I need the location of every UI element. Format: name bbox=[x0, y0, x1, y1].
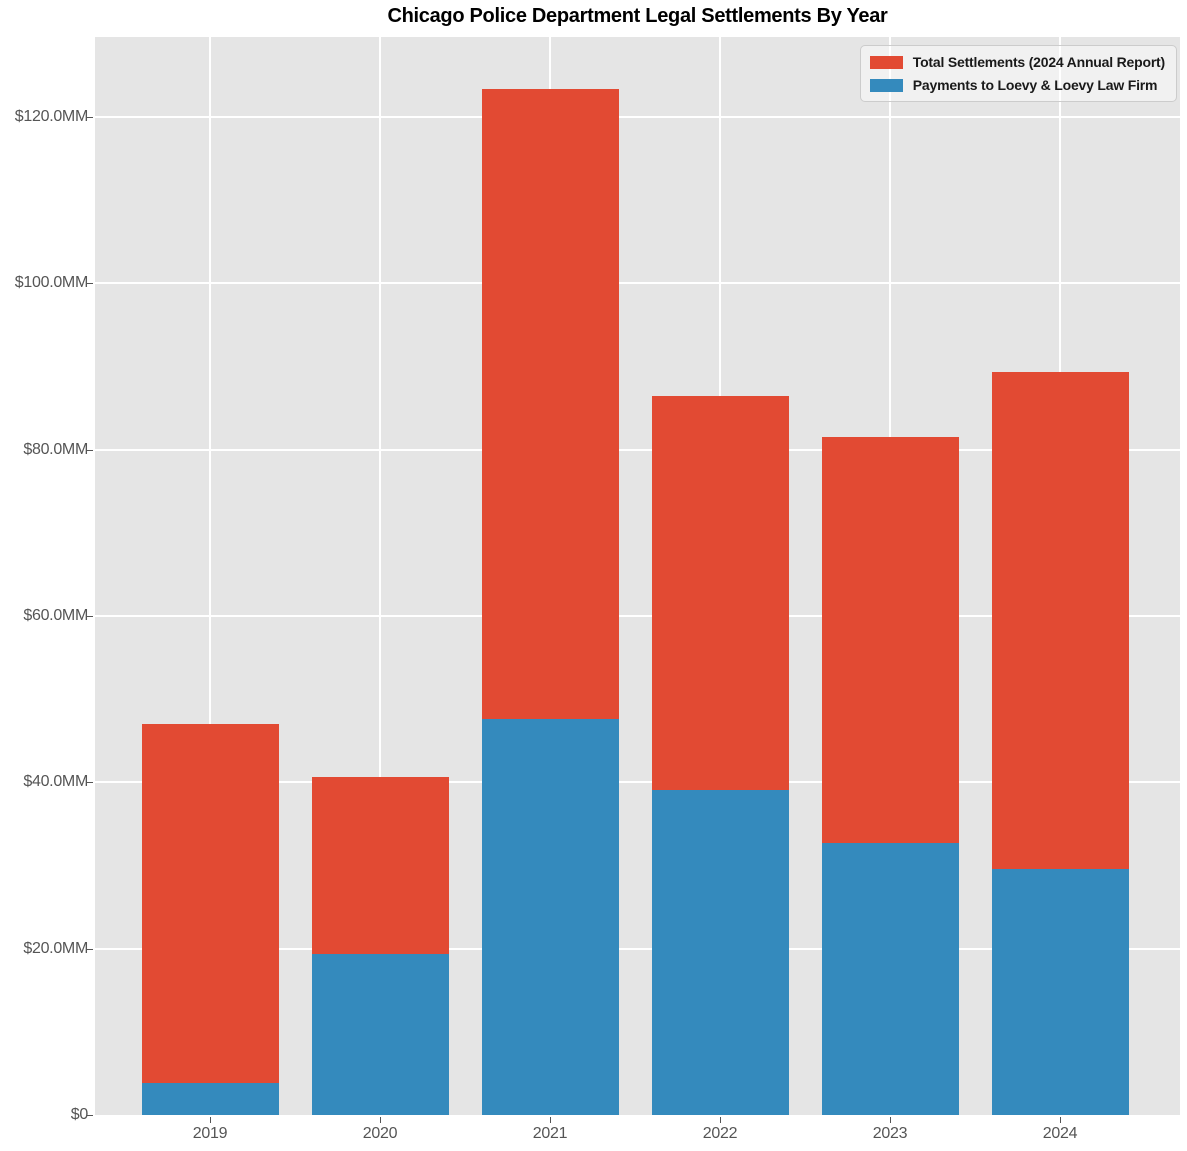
legend-label-loevy-payments: Payments to Loevy & Loevy Law Firm bbox=[912, 77, 1158, 93]
plot-area: Total Settlements (2024 Annual Report) P… bbox=[95, 37, 1180, 1115]
x-tick-mark bbox=[210, 1117, 211, 1123]
y-tick-label: $0 bbox=[70, 1106, 89, 1123]
gridline-y-100 bbox=[95, 282, 1180, 285]
bar-loevy-2021 bbox=[481, 719, 619, 1115]
x-tick-mark bbox=[720, 1117, 721, 1123]
legend-label-total-settlements: Total Settlements (2024 Annual Report) bbox=[912, 54, 1165, 70]
bar-loevy-2020 bbox=[311, 954, 449, 1115]
y-tick-label: $40.0MM bbox=[23, 773, 88, 791]
bar-total-2022 bbox=[651, 395, 789, 790]
x-tick-label: 2024 bbox=[1042, 1125, 1078, 1142]
y-tick-mark bbox=[87, 283, 93, 285]
y-tick-mark bbox=[87, 948, 93, 950]
bar-total-2023 bbox=[821, 437, 959, 844]
bar-total-2020 bbox=[311, 777, 449, 955]
y-tick-label: $20.0MM bbox=[23, 939, 88, 957]
bar-total-2024 bbox=[991, 372, 1129, 869]
gridline-y-120 bbox=[95, 115, 1180, 118]
x-tick-label: 2021 bbox=[532, 1125, 568, 1142]
gridline-y-40 bbox=[95, 781, 1180, 784]
x-tick-label: 2022 bbox=[702, 1125, 738, 1142]
bar-total-2021 bbox=[481, 89, 619, 720]
x-tick-mark bbox=[1060, 1117, 1061, 1123]
y-tick-label: $120.0MM bbox=[14, 107, 89, 125]
y-tick-mark bbox=[87, 1115, 93, 1116]
gridline-x-2020 bbox=[379, 37, 381, 1115]
legend-item-loevy: Payments to Loevy & Loevy Law Firm bbox=[869, 77, 1165, 93]
y-tick-label: $100.0MM bbox=[14, 274, 89, 292]
bar-loevy-2024 bbox=[991, 868, 1129, 1115]
legend-swatch-total-settlements bbox=[869, 55, 903, 69]
y-tick-mark bbox=[87, 782, 93, 784]
gridline-y-60 bbox=[95, 614, 1180, 617]
gridline-x-2019 bbox=[209, 37, 211, 1115]
x-tick-label: 2023 bbox=[872, 1125, 908, 1142]
y-tick-mark bbox=[87, 116, 93, 118]
x-tick-label: 2020 bbox=[362, 1125, 398, 1142]
bar-total-2019 bbox=[141, 724, 279, 1083]
gridline-y-20 bbox=[95, 947, 1180, 950]
x-tick-mark bbox=[550, 1117, 551, 1123]
legend-item-total: Total Settlements (2024 Annual Report) bbox=[869, 54, 1165, 70]
chart-title: Chicago Police Department Legal Settleme… bbox=[387, 5, 888, 27]
legend: Total Settlements (2024 Annual Report) P… bbox=[859, 45, 1177, 102]
legend-swatch-loevy-payments bbox=[869, 78, 903, 92]
y-tick-mark bbox=[87, 449, 93, 451]
y-tick-label: $60.0MM bbox=[23, 606, 88, 624]
gridline-y-80 bbox=[95, 448, 1180, 451]
x-tick-mark bbox=[380, 1117, 381, 1123]
bar-loevy-2019 bbox=[141, 1082, 279, 1115]
bar-loevy-2022 bbox=[651, 789, 789, 1115]
y-tick-label: $80.0MM bbox=[23, 440, 88, 458]
bar-loevy-2023 bbox=[821, 843, 959, 1115]
x-tick-mark bbox=[890, 1117, 891, 1123]
x-tick-label: 2019 bbox=[192, 1125, 228, 1142]
y-tick-mark bbox=[87, 615, 93, 617]
